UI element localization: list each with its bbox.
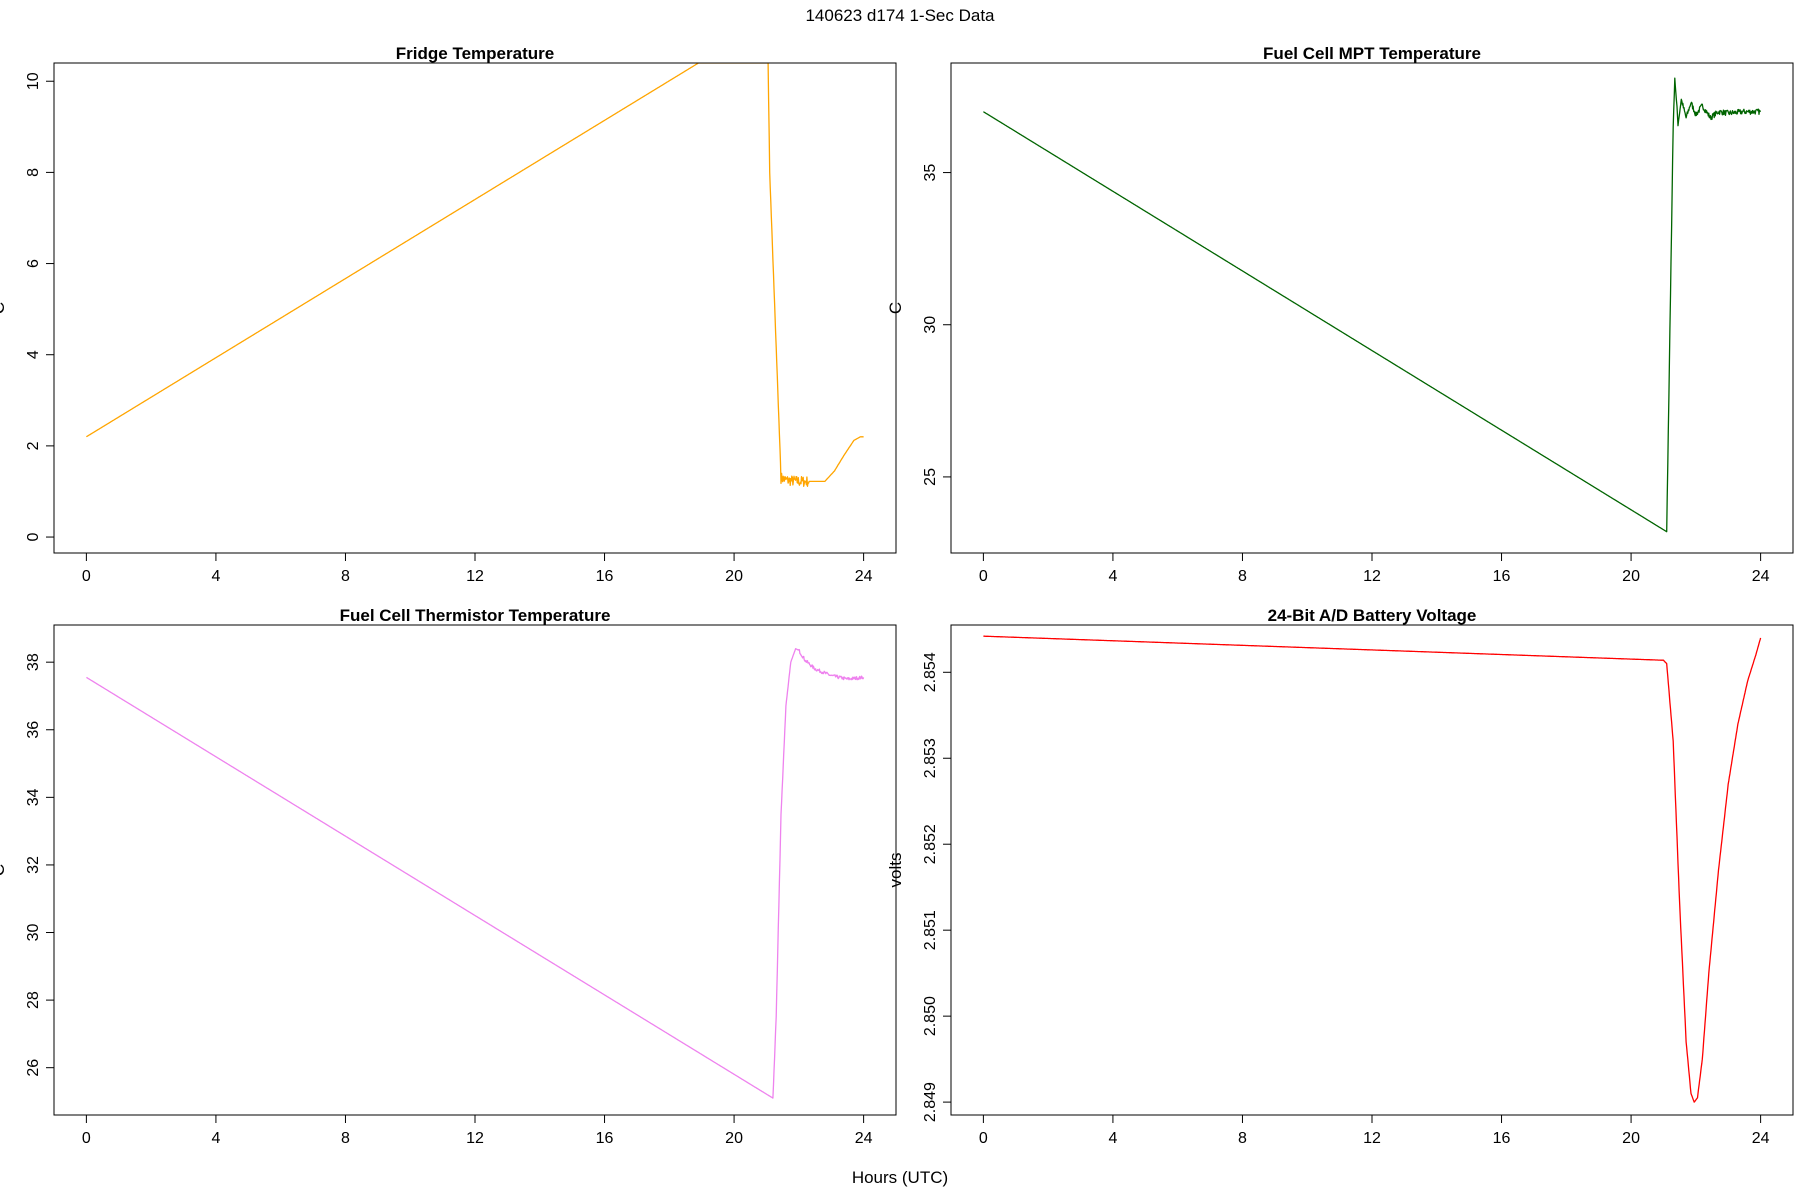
fuel-cell-mpt-temperature-x-tick-label: 4 [1108,568,1117,585]
24-bit-a-d-battery-voltage-x-tick-label: 16 [1493,1130,1511,1147]
24-bit-a-d-battery-voltage-x-tick-label: 0 [979,1130,988,1147]
battery-voltage-panel: 24-Bit A/D Battery Voltage 0 4 8 12 16 20 24 2.8… [886,606,1794,1147]
fridge-temperature-y-tick-label: 6 [25,259,42,268]
fridge-temperature-x-tick-label: 12 [466,568,484,585]
fridge-temperature-y-tick-label: 8 [25,168,42,177]
fuel-cell-thermistor-temperature-y-tick-label: 34 [25,788,42,806]
24-bit-a-d-battery-voltage-y-tick-label: 2.853 [922,738,939,778]
fuel-cell-mpt-temperature-series-line [983,77,1762,533]
fuel-cell-mpt-temperature-x-tick-label: 12 [1363,568,1381,585]
fridge-temperature-x-tick-label: 0 [82,568,91,585]
fuel-cell-mpt-temperature-plot-frame [950,62,1794,554]
fuel-cell-thermistor-temperature-y-tick-label: 30 [25,924,42,942]
24-bit-a-d-battery-voltage-x-tick-label: 24 [1752,1130,1770,1147]
fuel-cell-mpt-temperature-y-tick-label: 25 [922,468,939,486]
fuel-cell-thermistor-temperature-x-tick-label: 20 [725,1130,743,1147]
fridge-temperature-y-tick-label: 4 [25,350,42,359]
fuel-cell-thermistor-temperature-x-tick-label: 24 [855,1130,873,1147]
24-bit-a-d-battery-voltage-x-tick-label: 12 [1363,1130,1381,1147]
fuel-cell-thermistor-temperature-panel: Fuel Cell Thermistor Temperature 0 4 8 12 16 2… [0,606,897,1147]
fridge-temperature-x-tick-label: 20 [725,568,743,585]
24-bit-a-d-battery-voltage-x-tick-label: 8 [1238,1130,1247,1147]
24-bit-a-d-battery-voltage-x-tick-label: 4 [1108,1130,1117,1147]
fuel-cell-thermistor-temperature-y-tick-label: 36 [25,721,42,739]
fridge-temperature-y-tick-label: 2 [25,441,42,450]
24-bit-a-d-battery-voltage-title: 24-Bit A/D Battery Voltage [1268,606,1477,625]
fuel-cell-mpt-temperature-x-tick-label: 20 [1622,568,1640,585]
fridge-temperature-series-line [85,63,864,487]
fuel-cell-thermistor-temperature-x-tick-label: 8 [341,1130,350,1147]
24-bit-a-d-battery-voltage-y-tick-label: 2.851 [922,910,939,950]
fuel-cell-mpt-temperature-panel: Fuel Cell MPT Temperature 0 4 8 12 16 20 24 25 30… [886,44,1794,585]
fuel-cell-thermistor-temperature-plot-frame [53,624,897,1116]
fuel-cell-mpt-temperature-x-tick-label: 0 [979,568,988,585]
fuel-cell-mpt-temperature-y-tick-label: 30 [922,316,939,334]
fridge-temperature-x-tick-label: 16 [596,568,614,585]
fuel-cell-thermistor-temperature-series-line [86,648,865,1099]
fuel-cell-mpt-temperature-y-axis-label: C [886,302,905,314]
fuel-cell-thermistor-temperature-y-tick-label: 28 [25,991,42,1009]
fuel-cell-mpt-temperature-y-tick-label: 35 [922,164,939,182]
24-bit-a-d-battery-voltage-y-tick-label: 2.854 [922,652,939,692]
fuel-cell-thermistor-temperature-y-tick-label: 26 [25,1059,42,1077]
fridge-temperature-x-tick-label: 4 [211,568,220,585]
fuel-cell-thermistor-temperature-title: Fuel Cell Thermistor Temperature [340,606,611,625]
fuel-cell-thermistor-temperature-y-tick-label: 38 [25,653,42,671]
fuel-cell-mpt-temperature-x-tick-label: 16 [1493,568,1511,585]
fuel-cell-thermistor-temperature-x-tick-label: 12 [466,1130,484,1147]
fridge-temperature-panel: Fridge Temperature048121620240246810C [0,44,897,585]
24-bit-a-d-battery-voltage-x-tick-label: 20 [1622,1130,1640,1147]
x-axis-label: Hours (UTC) [851,1168,949,1187]
24-bit-a-d-battery-voltage-plot-frame [950,624,1794,1116]
fuel-cell-thermistor-temperature-y-axis-label: C [0,864,8,876]
fridge-temperature-y-tick-label: 10 [25,72,42,90]
fridge-temperature-y-axis-label: C [0,302,8,314]
fuel-cell-mpt-temperature-title: Fuel Cell MPT Temperature [1263,44,1481,63]
24-bit-a-d-battery-voltage-y-tick-label: 2.849 [922,1082,939,1122]
fridge-temperature-title: Fridge Temperature [396,44,554,63]
fuel-cell-mpt-temperature-x-tick-label: 8 [1238,568,1247,585]
24-bit-a-d-battery-voltage-y-tick-label: 2.850 [922,996,939,1036]
fridge-temperature-x-tick-label: 24 [855,568,873,585]
24-bit-a-d-battery-voltage-series-line [983,635,1762,1103]
fuel-cell-mpt-temperature-x-tick-label: 24 [1752,568,1770,585]
fuel-cell-thermistor-temperature-x-tick-label: 16 [596,1130,614,1147]
fuel-cell-thermistor-temperature-y-tick-label: 32 [25,856,42,874]
fridge-temperature-y-tick-label: 0 [25,532,42,541]
24-bit-a-d-battery-voltage-y-tick-label: 2.852 [922,824,939,864]
24-bit-a-d-battery-voltage-y-axis-label: volts [886,853,905,888]
fuel-cell-thermistor-temperature-x-tick-label: 0 [82,1130,91,1147]
fridge-temperature-x-tick-label: 8 [341,568,350,585]
fuel-cell-thermistor-temperature-x-tick-label: 4 [211,1130,220,1147]
figure-title: 140623 d174 1-Sec Data [805,6,995,25]
